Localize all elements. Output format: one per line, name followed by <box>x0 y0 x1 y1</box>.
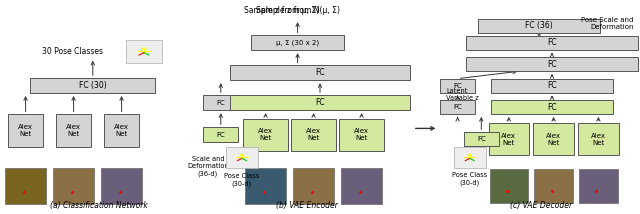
Bar <box>579 123 619 155</box>
Text: FC: FC <box>216 100 225 106</box>
Text: (a) Classification Network: (a) Classification Network <box>51 201 148 210</box>
Text: FC: FC <box>315 68 325 77</box>
Bar <box>490 169 528 203</box>
Text: Alex
Net: Alex Net <box>306 128 321 141</box>
Bar <box>440 79 476 92</box>
Bar <box>291 119 336 151</box>
Bar <box>244 168 287 204</box>
Text: Pose Scale and
Deformation: Pose Scale and Deformation <box>581 17 634 30</box>
Bar <box>230 65 410 80</box>
Text: Alex
Net: Alex Net <box>114 124 129 137</box>
Text: FC: FC <box>477 136 486 142</box>
Bar <box>226 147 258 168</box>
Bar <box>56 114 92 147</box>
Bar <box>8 114 44 147</box>
Bar <box>579 169 618 203</box>
Text: Alex
Net: Alex Net <box>546 133 561 146</box>
Text: FC: FC <box>547 38 557 47</box>
Bar <box>127 40 161 63</box>
Text: 30 Pose Classes: 30 Pose Classes <box>42 47 102 56</box>
Bar <box>203 95 238 110</box>
Text: Alex
Net: Alex Net <box>258 128 273 141</box>
Text: FC: FC <box>216 132 225 138</box>
Text: Sample z from N(μ, Σ): Sample z from N(μ, Σ) <box>255 6 340 15</box>
Bar <box>243 119 288 151</box>
Text: Pose Class
(30-d): Pose Class (30-d) <box>224 173 260 187</box>
Text: μ, Σ (30 x 2): μ, Σ (30 x 2) <box>276 40 319 46</box>
Text: Alex
Net: Alex Net <box>591 133 606 146</box>
Bar <box>463 132 499 146</box>
Bar <box>534 169 573 203</box>
Text: Alex
Net: Alex Net <box>354 128 369 141</box>
Bar <box>340 168 382 204</box>
Bar <box>293 168 334 204</box>
Bar <box>440 100 476 114</box>
Text: FC: FC <box>453 83 462 89</box>
Bar <box>101 168 143 204</box>
Text: Alex
Net: Alex Net <box>501 133 516 146</box>
Bar <box>31 78 156 93</box>
Text: FC (30): FC (30) <box>79 81 107 90</box>
Text: FC: FC <box>547 103 557 111</box>
Bar <box>251 35 344 50</box>
Bar <box>5 168 46 204</box>
Text: Sample z from μ, Σ): Sample z from μ, Σ) <box>244 6 319 15</box>
Bar <box>53 168 95 204</box>
Bar <box>230 95 410 110</box>
Bar <box>492 100 613 114</box>
Text: Pose Class
(30-d): Pose Class (30-d) <box>452 172 488 186</box>
Bar <box>479 19 600 33</box>
Text: (c) VAE Decoder: (c) VAE Decoder <box>509 201 572 210</box>
Bar <box>454 147 486 168</box>
Bar <box>534 123 574 155</box>
Bar <box>489 123 529 155</box>
Text: FC (36): FC (36) <box>525 21 553 30</box>
Text: Scale and
Deformation
(36-d): Scale and Deformation (36-d) <box>187 156 229 177</box>
Bar <box>203 127 238 142</box>
Text: (b) VAE Encoder: (b) VAE Encoder <box>276 201 338 210</box>
Text: FC: FC <box>547 60 557 69</box>
Bar <box>339 119 384 151</box>
Bar <box>466 36 639 50</box>
Text: FC: FC <box>547 81 557 90</box>
Text: FC: FC <box>453 104 462 110</box>
Text: Latent
Variable z: Latent Variable z <box>446 88 479 101</box>
Bar <box>492 79 613 92</box>
Text: Alex
Net: Alex Net <box>66 124 81 137</box>
Bar <box>466 57 639 71</box>
Bar <box>104 114 140 147</box>
Text: Alex
Net: Alex Net <box>18 124 33 137</box>
Text: FC: FC <box>315 98 325 107</box>
